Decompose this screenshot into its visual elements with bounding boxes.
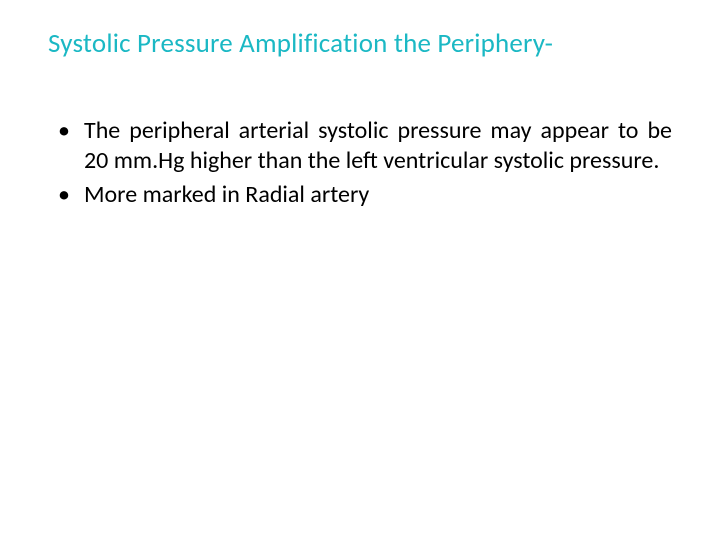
slide-title: Systolic Pressure Amplification the Peri…	[48, 28, 672, 60]
bullet-list: The peripheral arterial systolic pressur…	[48, 116, 672, 210]
slide-container: Systolic Pressure Amplification the Peri…	[0, 0, 720, 540]
list-item: More marked in Radial artery	[54, 180, 672, 210]
list-item: The peripheral arterial systolic pressur…	[54, 116, 672, 176]
